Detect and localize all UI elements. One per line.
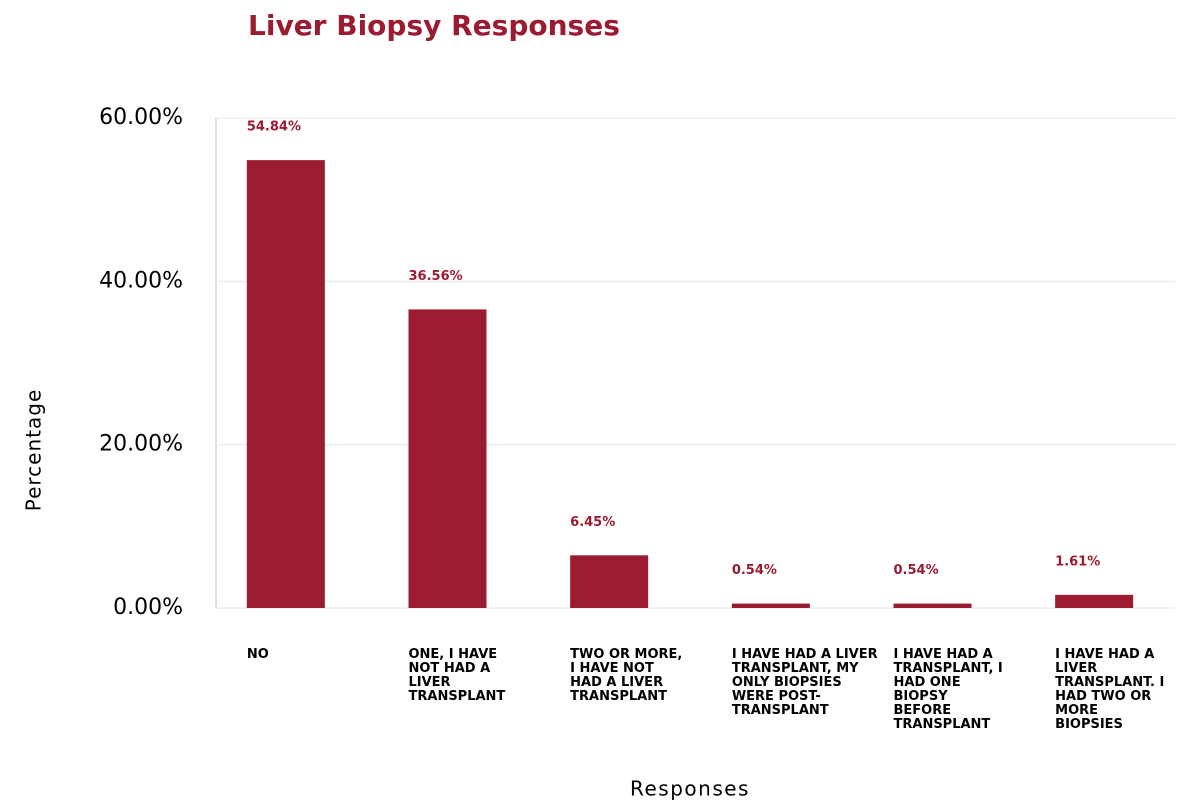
bar [1055,594,1134,608]
bar [246,160,325,608]
data-label: 54.84% [247,120,301,135]
x-tick-label: NO [246,647,269,662]
y-tick-label: 20.00% [99,432,183,457]
y-tick-label: 0.00% [113,595,183,620]
bar [893,603,972,608]
y-tick-label: 40.00% [99,268,183,293]
x-tick-label: I HAVE HAD A LIVER TRANSPLANT. I HAD TWO… [1055,647,1165,732]
bar [408,309,487,608]
data-label: 1.61% [1055,554,1100,569]
x-tick-label: ONE, I HAVE NOT HAD A LIVER TRANSPLANT [408,647,506,704]
data-label: 0.54% [732,563,777,578]
chart-title: Liver Biopsy Responses [248,9,620,42]
y-axis-label: Percentage [22,389,46,512]
x-axis-label: Responses [630,777,750,801]
data-label: 0.54% [894,563,939,578]
bar [570,555,649,608]
data-label: 6.45% [570,515,615,530]
data-label: 36.56% [409,269,463,284]
y-tick-label: 60.00% [99,105,183,130]
bar [731,603,810,608]
x-tick-label: I HAVE HAD A LIVER TRANSPLANT, MY ONLY B… [731,647,878,718]
x-tick-label: I HAVE HAD A TRANSPLANT, I HAD ONE BIOPS… [893,647,1003,732]
x-tick-label: TWO OR MORE, I HAVE NOT HAD A LIVER TRAN… [570,647,683,704]
